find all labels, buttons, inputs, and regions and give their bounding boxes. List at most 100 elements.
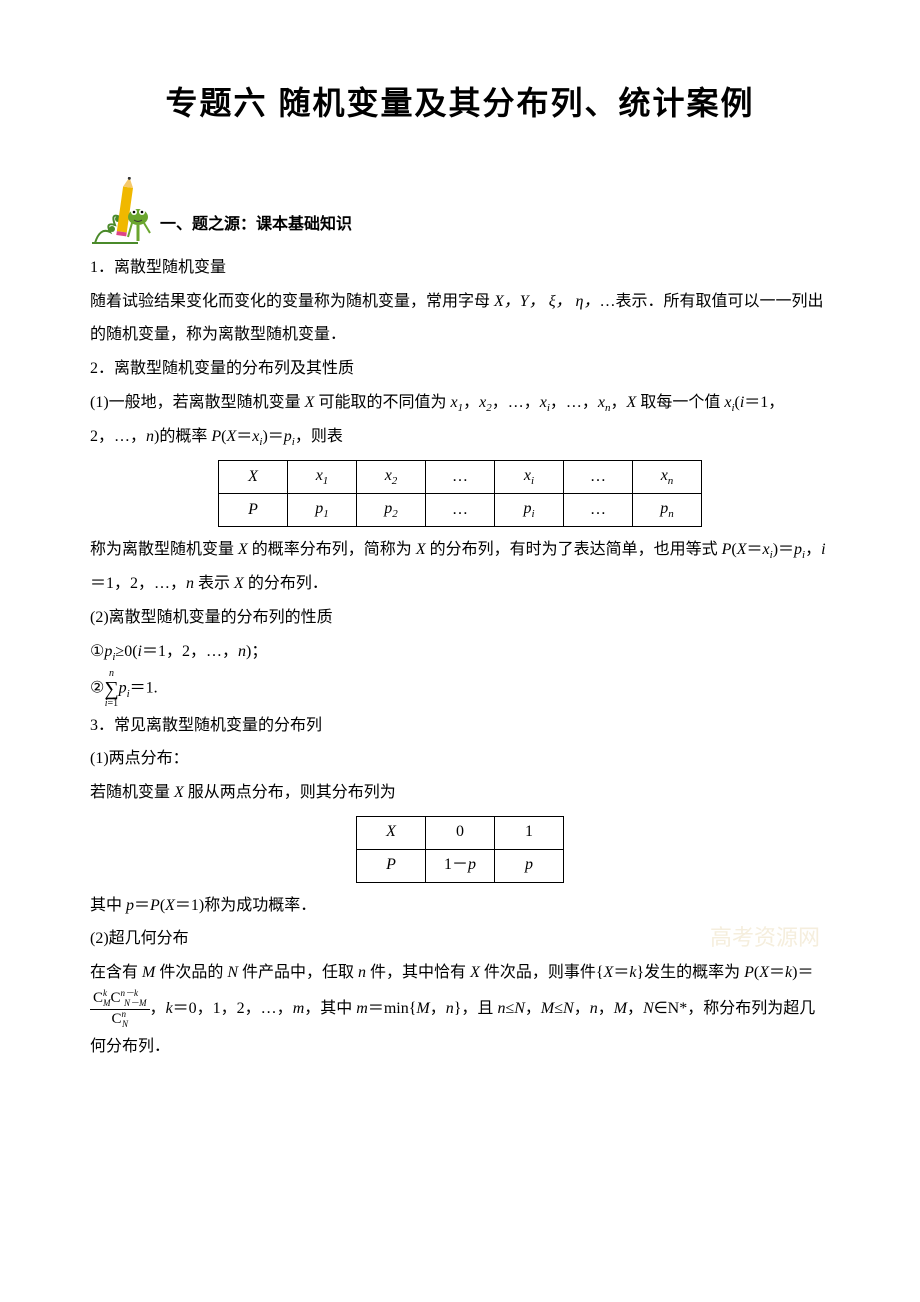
s3-p2: 若随机变量 X 服从两点分布，则其分布列为 <box>90 776 830 810</box>
v: P <box>248 501 258 518</box>
t: ，其中 <box>304 1001 356 1018</box>
cell: … <box>426 494 495 527</box>
s: 2 <box>392 475 398 487</box>
t: ＝1. <box>130 680 158 697</box>
t: 的概率分布列，简称为 <box>248 541 416 558</box>
v: M <box>614 1001 627 1018</box>
s: n <box>668 475 674 487</box>
v: X <box>759 964 769 981</box>
t: ， <box>463 394 479 411</box>
v: n <box>238 643 246 660</box>
t: ＝1，2，…， <box>142 643 238 660</box>
cell: 1 <box>495 816 564 849</box>
s: 2 <box>392 508 398 520</box>
t: 可能取的不同值为 <box>314 394 450 411</box>
dist-table-2: X 0 1 P 1－p p <box>356 816 564 883</box>
t: 称为离散型随机变量 <box>90 541 238 558</box>
v: n <box>590 1001 598 1018</box>
v: M <box>416 1001 429 1018</box>
t: ≤ <box>505 1001 514 1018</box>
cell: pi <box>495 494 564 527</box>
cell: X <box>219 461 288 494</box>
t: ＝min{ <box>368 1001 417 1018</box>
t: 随着试验结果变化而变化的变量称为随机变量，常用字母 <box>90 293 494 310</box>
v: X <box>305 394 315 411</box>
v: X <box>174 784 184 801</box>
page-title: 专题六 随机变量及其分布列、统计案例 <box>90 70 830 137</box>
v: N <box>227 964 238 981</box>
v: n <box>146 428 154 445</box>
sum-sign: n∑i=1 <box>104 669 118 709</box>
v: i <box>821 541 825 558</box>
t: 件次品的 <box>155 964 227 981</box>
t: ，…， <box>492 394 540 411</box>
s2-p5: ②n∑i=1pi＝1. <box>90 669 830 709</box>
t: ， <box>574 1001 590 1018</box>
v: P <box>150 897 160 914</box>
v: n <box>186 575 194 592</box>
t: ＝ <box>769 964 785 981</box>
s: 1 <box>323 508 329 520</box>
cell: x1 <box>288 461 357 494</box>
t: ＝ <box>134 897 150 914</box>
t: ， <box>150 1001 166 1018</box>
cell: p1 <box>288 494 357 527</box>
v: 1－ <box>444 856 468 873</box>
cell: 0 <box>426 816 495 849</box>
v: X <box>386 823 396 840</box>
t: )的概率 <box>154 428 211 445</box>
cell: xi <box>495 461 564 494</box>
s3-p4: (2)超几何分布 <box>90 922 830 956</box>
s: i <box>531 475 534 487</box>
t: 表示 <box>194 575 234 592</box>
table-row: X 0 1 <box>357 816 564 849</box>
pencil-frog-icon <box>90 177 160 247</box>
v: x <box>763 541 770 558</box>
t: ＝0，1，2，…， <box>173 1001 293 1018</box>
t: ，…， <box>550 394 598 411</box>
s3-p5: 在含有 M 件次品的 N 件产品中，任取 n 件，其中恰有 X 件次品，则事件{… <box>90 956 830 1064</box>
s2-p1: (1)一般地，若离散型随机变量 X 可能取的不同值为 x1，x2，…，xi，…，… <box>90 386 830 455</box>
v: X <box>416 541 426 558</box>
cell: … <box>426 461 495 494</box>
cell: pn <box>633 494 702 527</box>
v: m <box>293 1001 305 1018</box>
t: ＝1，2，…， <box>90 575 186 592</box>
s1-body: 随着试验结果变化而变化的变量称为随机变量，常用字母 X，Y， ξ， η，…表示．… <box>90 285 830 352</box>
t: ≥0( <box>115 643 137 660</box>
t: ① <box>90 643 104 660</box>
v: N <box>514 1001 525 1018</box>
t: ≤ <box>554 1001 563 1018</box>
t: ，则表 <box>295 428 343 445</box>
v: X <box>627 394 637 411</box>
table-row: X x1 x2 … xi … xn <box>219 461 702 494</box>
t: 件产品中，任取 <box>238 964 358 981</box>
v: X <box>165 897 175 914</box>
t: ② <box>90 680 104 697</box>
v: X <box>226 428 236 445</box>
v: M <box>142 964 155 981</box>
cell: P <box>219 494 288 527</box>
v: P <box>211 428 221 445</box>
v: x <box>661 467 668 484</box>
t: )； <box>246 643 267 660</box>
t: (1)一般地，若离散型随机变量 <box>90 394 305 411</box>
s: i <box>531 508 534 520</box>
s2-heading: 2．离散型随机变量的分布列及其性质 <box>90 352 830 386</box>
s3-p1: (1)两点分布： <box>90 742 830 776</box>
v: x <box>450 394 457 411</box>
v: p <box>794 541 802 558</box>
table-row: P 1－p p <box>357 849 564 882</box>
s3-heading: 3．常见离散型随机变量的分布列 <box>90 709 830 743</box>
t: 件，其中恰有 <box>366 964 470 981</box>
v: p <box>284 428 292 445</box>
s3-p3: 其中 p＝P(X＝1)称为成功概率． <box>90 889 830 923</box>
t: }，且 <box>454 1001 498 1018</box>
v: N <box>643 1001 654 1018</box>
v: M <box>541 1001 554 1018</box>
section-heading-row: 一、题之源：课本基础知识 <box>90 177 830 247</box>
v: p <box>119 680 127 697</box>
v: P <box>744 964 754 981</box>
cell: X <box>357 816 426 849</box>
t: 其中 <box>90 897 126 914</box>
